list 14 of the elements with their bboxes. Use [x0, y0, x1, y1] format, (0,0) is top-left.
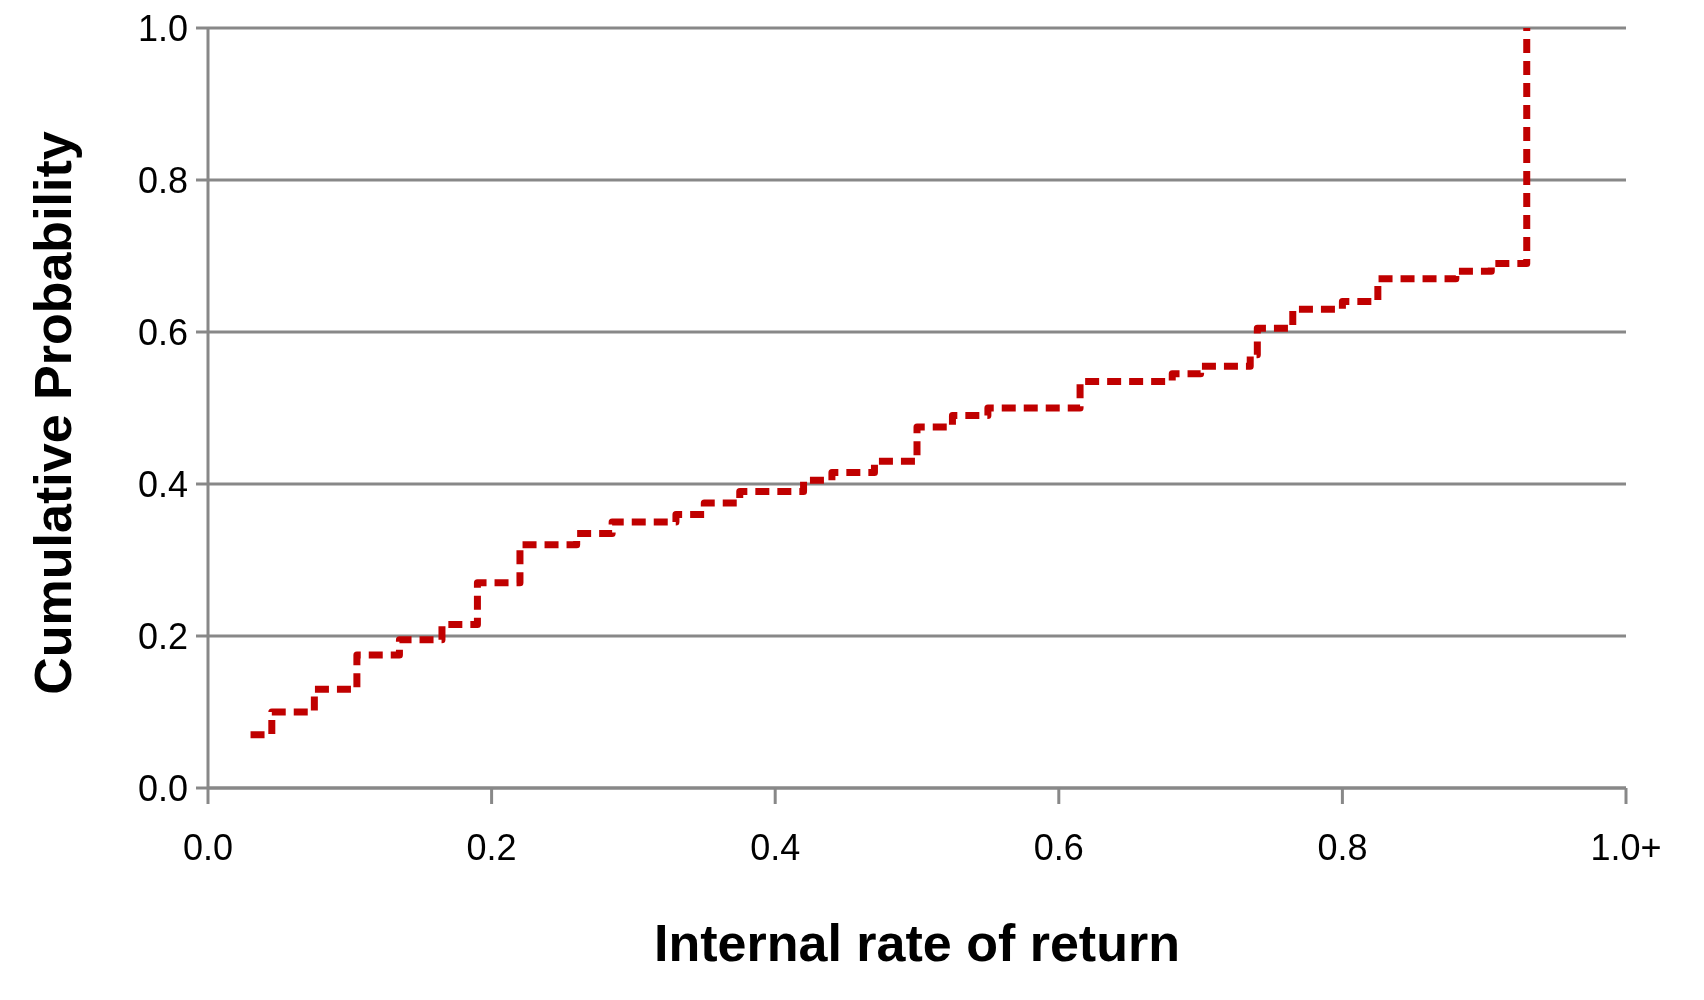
y-tick-label: 1.0 [137, 7, 188, 49]
y-axis-title: Cumulative Probability [23, 131, 83, 695]
x-tick-label: 0.0 [182, 826, 234, 868]
y-tick-label: 0.0 [137, 767, 188, 809]
y-tick-label: 0.8 [137, 159, 188, 201]
x-tick-label: 0.4 [750, 826, 801, 868]
y-tick-label: 0.6 [137, 311, 188, 353]
x-tick-label: 0.6 [1033, 826, 1084, 868]
x-tick-label: 0.8 [1317, 826, 1368, 868]
y-tick-label: 0.2 [137, 615, 188, 657]
y-tick-label: 0.4 [137, 463, 188, 505]
x-tick-label: 1.0+ [1590, 826, 1662, 868]
x-tick-label: 0.2 [466, 826, 517, 868]
x-axis-title: Internal rate of return [653, 913, 1181, 973]
